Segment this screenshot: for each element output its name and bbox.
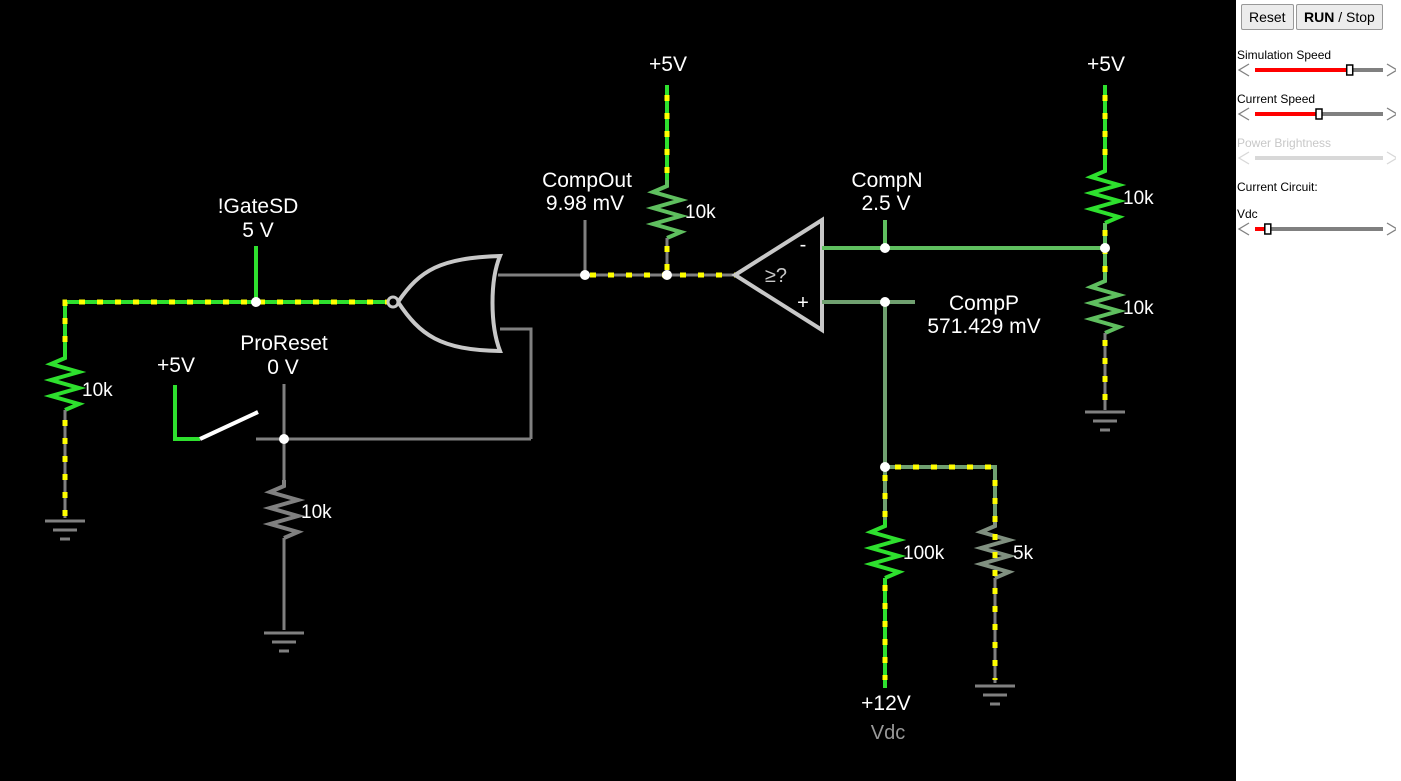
compn-value: 2.5 V [861, 192, 910, 215]
ground-symbol [264, 631, 304, 653]
gatesd-value: 5 V [242, 219, 274, 242]
chevron-left-icon[interactable] [1237, 107, 1250, 121]
resistor-label: 100k [903, 543, 945, 564]
nor-bubble[interactable] [386, 295, 400, 309]
proreset-name: ProReset [240, 332, 328, 355]
junction-nodes [251, 243, 1110, 472]
slider-thumb[interactable] [1315, 108, 1323, 120]
resistor-switch[interactable] [262, 480, 306, 540]
proreset-value: 0 V [267, 356, 299, 379]
comparator-minus: - [800, 234, 807, 256]
schematic[interactable]: +5V +5V +5V !GateSD 5 V CompOut 9.98 mV … [0, 0, 1236, 781]
ground-symbol [45, 519, 85, 541]
power-brightness-slider [1236, 150, 1399, 166]
vdc-slider[interactable] [1236, 221, 1399, 237]
chevron-right-icon[interactable] [1386, 63, 1399, 77]
gatesd-name: !GateSD [218, 195, 299, 218]
resistor-label: 10k [82, 380, 113, 401]
resistor-left[interactable] [43, 352, 87, 412]
slider-track[interactable] [1236, 106, 1399, 122]
nor-gate[interactable] [395, 253, 504, 354]
switch-supply-wire[interactable] [173, 385, 200, 441]
resistor-label: 10k [1123, 188, 1154, 209]
compn-name: CompN [851, 169, 922, 192]
compout-name: CompOut [542, 169, 632, 192]
compp-name: CompP [949, 292, 1019, 315]
ground-symbol [975, 684, 1015, 706]
comparator-symbol: ≥? [765, 265, 787, 287]
current-speed-label: Current Speed [1237, 92, 1316, 106]
switch-blade[interactable] [199, 410, 259, 441]
nor-input2-wire[interactable] [500, 327, 533, 439]
chevron-right-icon[interactable] [1386, 222, 1399, 236]
resistor-100k[interactable] [863, 520, 907, 580]
simulation-speed-label: Simulation Speed [1237, 48, 1332, 62]
comparator[interactable] [731, 216, 824, 334]
vdc-slider-label: Vdc [1237, 207, 1258, 221]
resistor-top-right[interactable] [1083, 165, 1127, 225]
gatesd-wire[interactable] [63, 300, 391, 352]
chevron-right-icon[interactable] [1386, 151, 1399, 165]
slider-track[interactable] [1236, 150, 1399, 166]
compout-value: 9.98 mV [546, 192, 624, 215]
vdc-source-label: Vdc [871, 722, 905, 744]
chevron-left-icon[interactable] [1237, 63, 1250, 77]
ground-symbol [1085, 410, 1125, 432]
chevron-right-icon[interactable] [1386, 107, 1399, 121]
slider-thumb[interactable] [1264, 223, 1272, 235]
simulation-speed-slider[interactable] [1236, 62, 1399, 78]
circuit-canvas[interactable]: +5V +5V +5V !GateSD 5 V CompOut 9.98 mV … [0, 0, 1236, 781]
resistor-label: 10k [685, 202, 716, 223]
supply-label-mid: +5V [649, 53, 687, 76]
slider-thumb[interactable] [1345, 64, 1354, 76]
current-circuit-label: Current Circuit: [1237, 180, 1318, 194]
control-panel: Reset RUN / Stop Simulation Speed Curren… [1236, 0, 1401, 781]
slider-track[interactable] [1236, 221, 1399, 237]
compp-branch-wire[interactable] [885, 465, 997, 520]
chevron-left-icon[interactable] [1237, 151, 1250, 165]
comparator-plus: + [797, 292, 809, 314]
resistor-label: 10k [1123, 298, 1154, 319]
slider-track[interactable] [1236, 62, 1399, 78]
supply-label-right: +5V [1087, 53, 1125, 76]
resistor-compout[interactable] [645, 180, 689, 240]
supply-label-12v: +12V [861, 692, 911, 715]
chevron-left-icon[interactable] [1237, 222, 1250, 236]
gatesd-wire-dots [62, 299, 391, 352]
resistor-bottom-right[interactable] [1083, 275, 1127, 335]
run-label: RUN [1304, 9, 1335, 25]
power-brightness-label: Power Brightness [1237, 136, 1332, 150]
resistor-5k[interactable] [973, 520, 1017, 580]
resistor-label: 5k [1013, 543, 1034, 564]
supply-label-switch: +5V [157, 354, 195, 377]
current-speed-slider[interactable] [1236, 106, 1399, 122]
compp-value: 571.429 mV [927, 315, 1040, 338]
resistor-label: 10k [301, 502, 332, 523]
stop-label: / Stop [1334, 9, 1375, 25]
run-stop-button[interactable]: RUN / Stop [1296, 4, 1383, 30]
reset-button[interactable]: Reset [1241, 4, 1294, 30]
